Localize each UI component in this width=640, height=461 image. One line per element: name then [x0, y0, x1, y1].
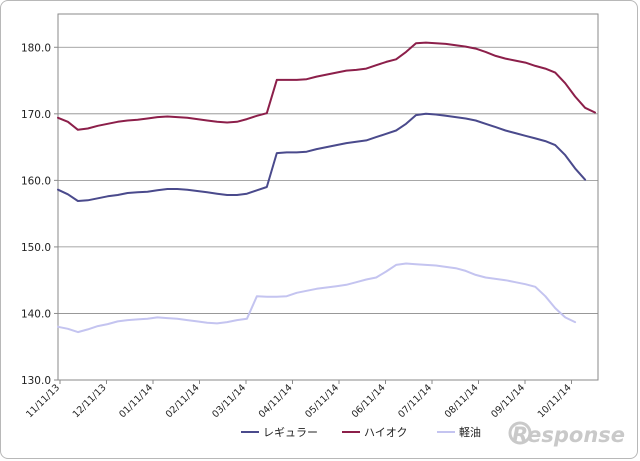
- x-tick-label: 05/11/14: [303, 382, 341, 420]
- legend: レギュラー ハイオク 軽油: [241, 425, 481, 439]
- x-tick-label: 06/11/14: [350, 382, 388, 420]
- y-tick-label: 180.0: [21, 42, 51, 54]
- x-tick-label: 01/11/14: [117, 382, 155, 420]
- watermark-logo: Response .: [508, 421, 625, 447]
- x-tick-label: 10/11/14: [536, 382, 574, 420]
- watermark-suffix: .: [603, 431, 607, 446]
- legend-label-1: ハイオク: [364, 426, 408, 439]
- x-tick-label: 03/11/14: [210, 382, 248, 420]
- series-lines: [57, 41, 596, 334]
- grid: [57, 13, 599, 381]
- y-tick-label: 170.0: [21, 109, 51, 121]
- y-tick-label: 150.0: [21, 242, 51, 254]
- watermark-brand: Response: [512, 423, 625, 447]
- x-tick-label: 09/11/14: [489, 382, 527, 420]
- y-tick-label: 160.0: [21, 175, 51, 187]
- x-tick-label: 07/11/14: [396, 382, 434, 420]
- series-line-0: [57, 112, 587, 202]
- x-tick-label: 11/11/13: [24, 382, 62, 420]
- y-tick-label: 130.0: [21, 375, 51, 387]
- x-axis: 11/11/13 12/11/13 01/11/14 02/11/14 03/11/14…: [24, 380, 574, 420]
- legend-label-2: 軽油: [459, 425, 481, 439]
- x-tick-label: 02/11/14: [164, 382, 202, 420]
- plot-area: [57, 13, 599, 381]
- y-tick-label: 140.0: [21, 308, 51, 320]
- x-tick-label: 12/11/13: [71, 382, 109, 420]
- series-line-1: [57, 41, 596, 131]
- x-tick-label: 08/11/14: [443, 382, 481, 420]
- y-axis: 130.0 140.0 150.0 160.0 170.0 180.0: [21, 42, 58, 387]
- legend-label-0: レギュラー: [263, 426, 318, 439]
- watermark-logo-icon: [508, 421, 532, 445]
- x-tick-label: 04/11/14: [257, 382, 295, 420]
- series-line-2: [57, 262, 577, 334]
